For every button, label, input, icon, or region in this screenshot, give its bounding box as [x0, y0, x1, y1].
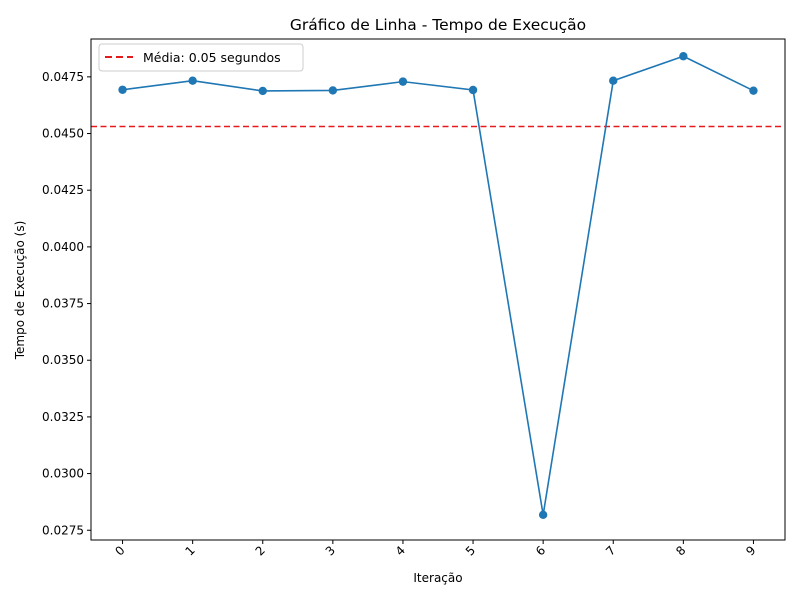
x-tick-label: 8: [673, 543, 688, 558]
x-tick-label: 6: [533, 543, 548, 558]
data-point-1: [188, 76, 197, 85]
data-point-8: [679, 52, 688, 61]
plot-area: 0.0275 0.0300 0.0325 0.0350 0.0375 0.0400 0.04…: [42, 38, 786, 559]
y-tick-label: 0.0400: [42, 240, 84, 254]
y-tick-label: 0.0425: [42, 183, 84, 197]
data-point-9: [749, 86, 758, 95]
x-axis-title: Iteração: [413, 571, 462, 585]
x-tick-label: 9: [743, 543, 758, 558]
x-tick-label: 5: [463, 543, 478, 558]
series-line: [122, 55, 754, 515]
x-tick-label: 4: [393, 543, 408, 558]
legend-box: [98, 43, 304, 72]
x-tick-label: 3: [323, 543, 338, 558]
data-point-3: [328, 86, 338, 95]
legend: Média: 0.05 segundos: [98, 43, 304, 72]
x-tick-label: 2: [253, 543, 268, 558]
y-axis-title: Tempo de Execução (s): [13, 221, 27, 361]
y-tick-label: 0.0475: [42, 70, 84, 84]
data-point-4: [398, 77, 408, 86]
x-tick-label: 0: [112, 543, 127, 558]
y-tick-label: 0.0275: [42, 523, 84, 537]
y-tick-label: 0.0325: [42, 410, 84, 424]
legend-label-mean: Média: 0.05 segundos: [143, 50, 281, 65]
data-point-2: [258, 86, 267, 96]
data-point-6: [538, 510, 548, 520]
y-tick-label: 0.0450: [42, 127, 84, 141]
chart-title: Gráfico de Linha - Tempo de Execução: [290, 16, 586, 34]
data-point-0: [118, 85, 127, 94]
y-tick-label: 0.0350: [42, 353, 84, 367]
x-tick-label: 1: [182, 543, 197, 558]
x-tick-label: 7: [603, 543, 618, 558]
data-point-7: [609, 76, 618, 85]
y-tick-label: 0.0375: [42, 297, 84, 311]
y-tick-label: 0.0300: [42, 467, 84, 481]
data-point-5: [468, 85, 478, 95]
axes-frame: [90, 38, 786, 541]
